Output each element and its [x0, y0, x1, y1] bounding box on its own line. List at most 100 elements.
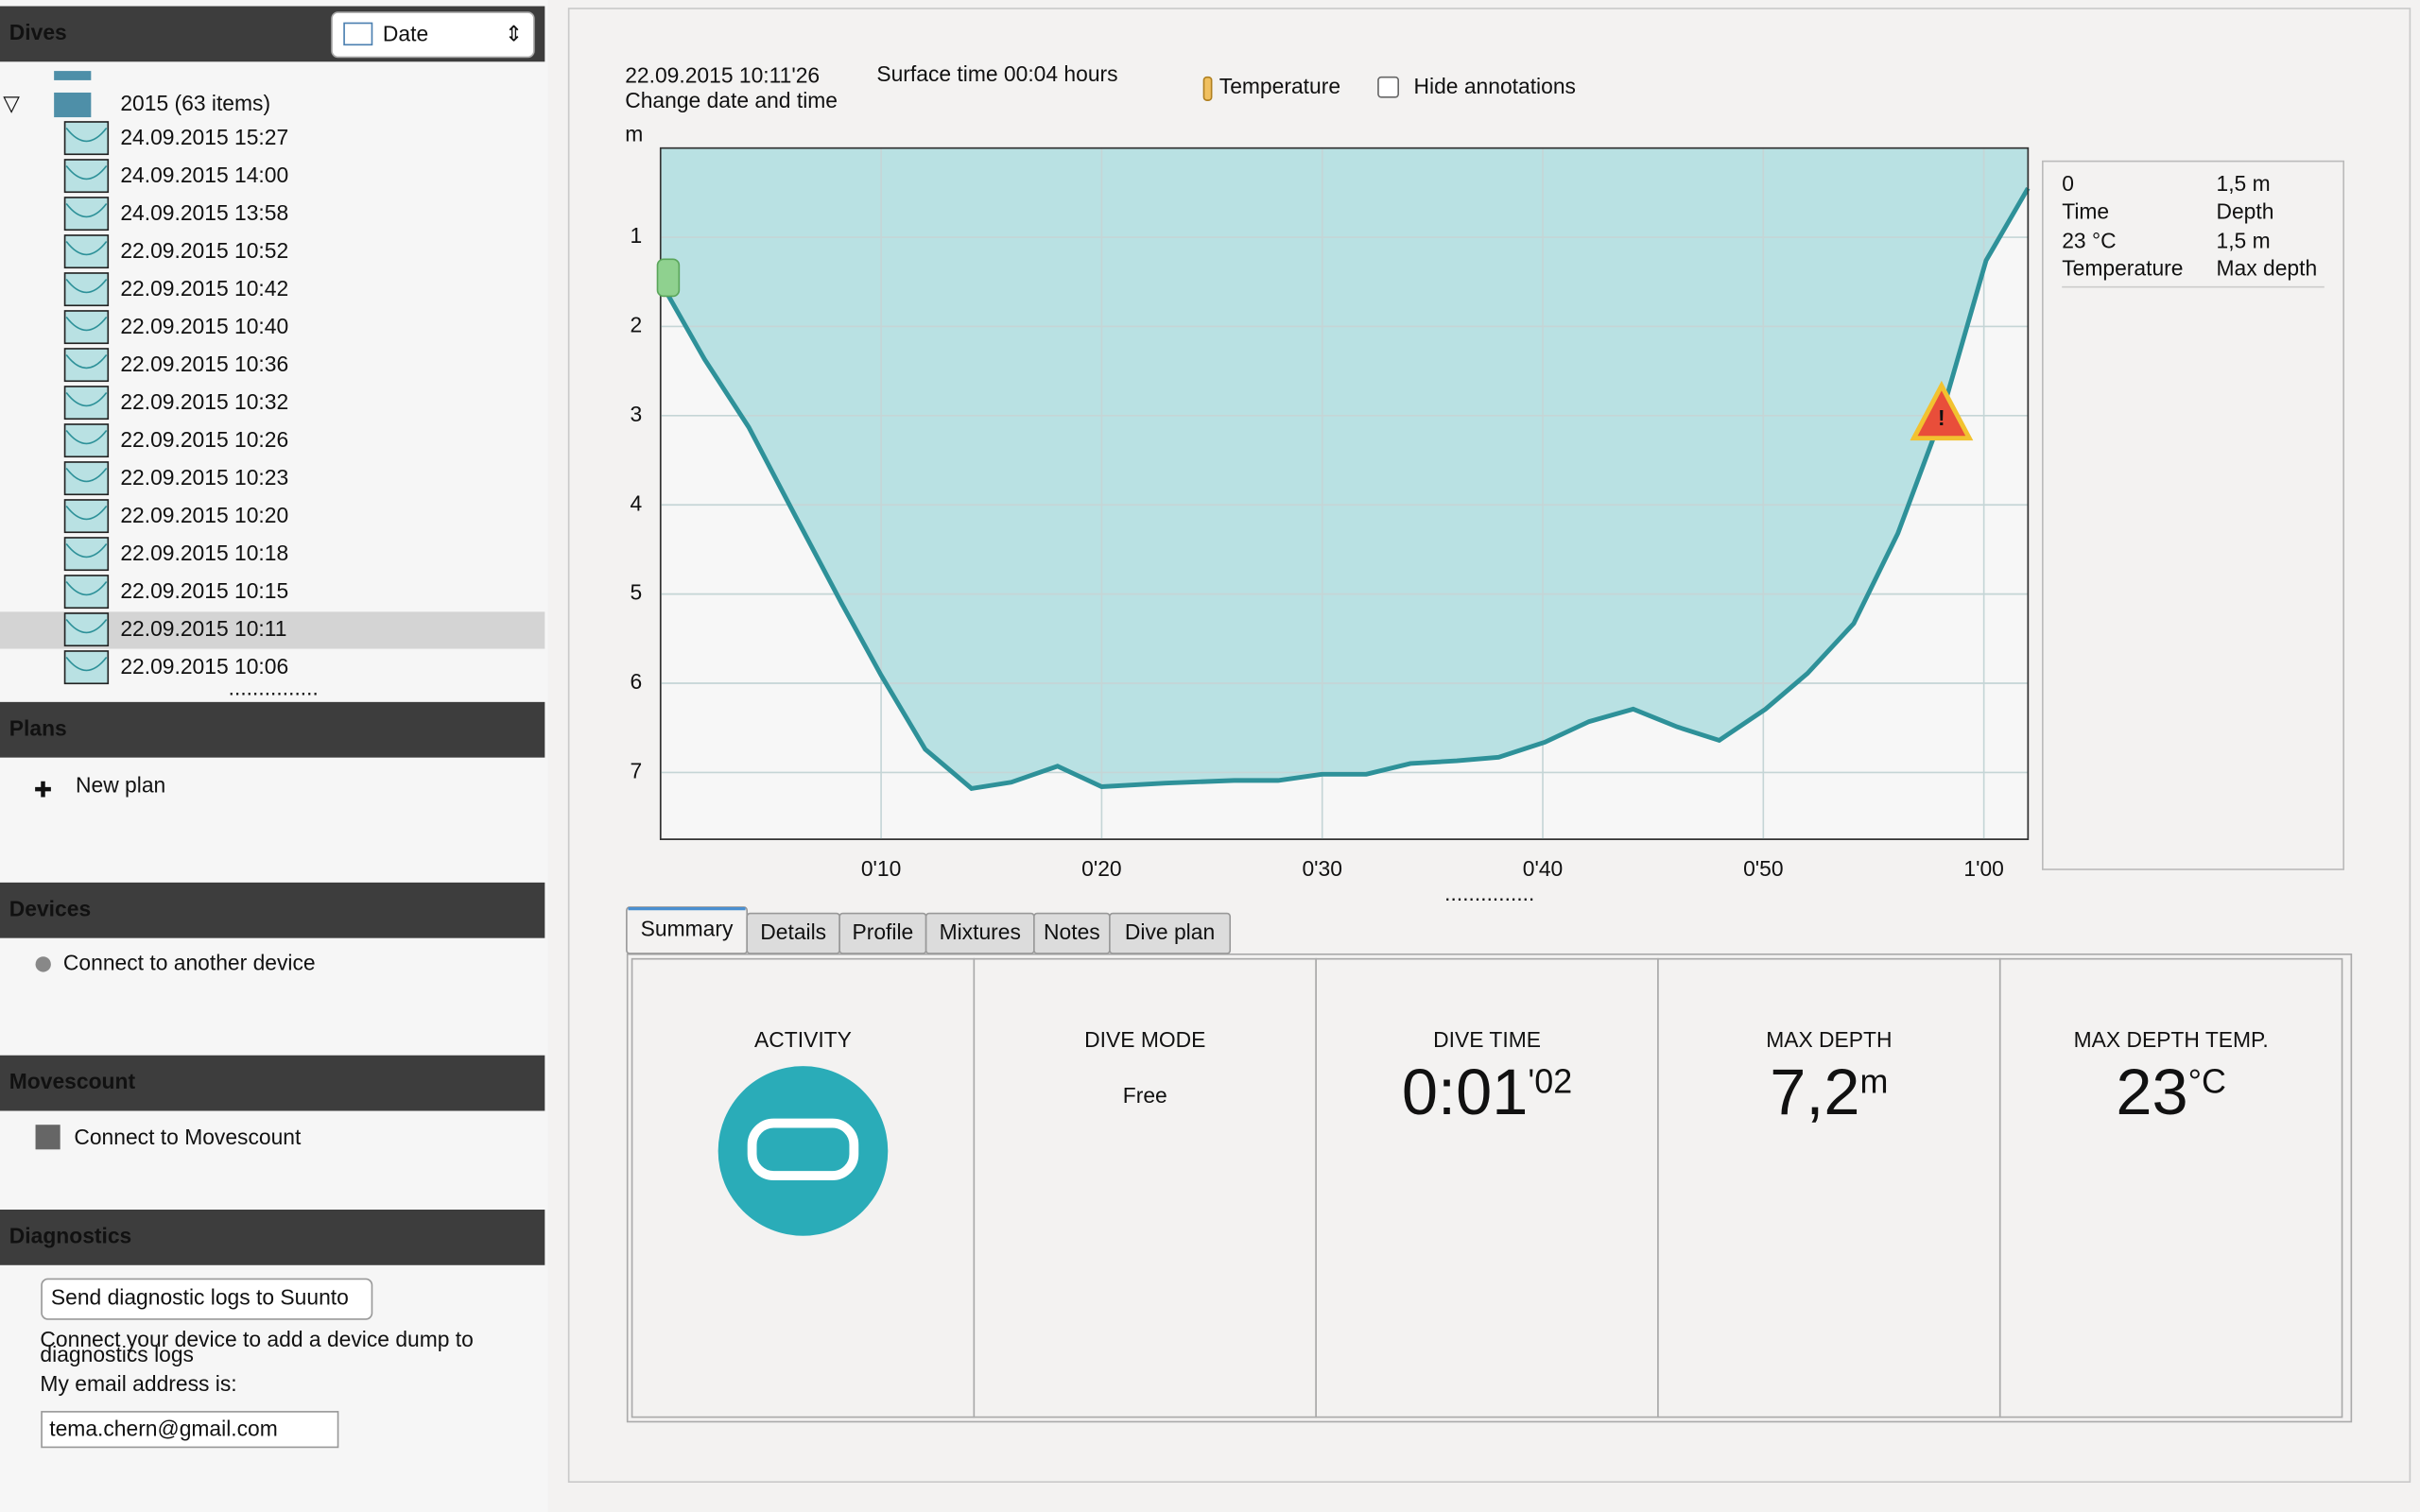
dive-thumb-line: [65, 165, 108, 180]
summary-card: [973, 957, 1317, 1418]
section-header: [0, 882, 545, 938]
dive-date[interactable]: 22.09.2015 10:11'26: [625, 63, 820, 88]
value-number: 0:01: [1402, 1056, 1528, 1128]
dive-item[interactable]: 22.09.2015 10:52: [120, 238, 288, 263]
dive-item[interactable]: 24.09.2015 14:00: [120, 163, 288, 187]
email-input[interactable]: [41, 1411, 339, 1449]
dive-item[interactable]: 22.09.2015 10:36: [120, 352, 288, 376]
y-axis-label: m: [625, 122, 643, 146]
dive-thumb-line: [65, 128, 108, 143]
y-tick-label: 5: [630, 580, 642, 605]
x-tick-label: 0'30: [1302, 856, 1341, 881]
dive-thumb: [63, 159, 110, 194]
tab[interactable]: [1109, 912, 1232, 954]
temperature-toggle[interactable]: Temperature: [1219, 74, 1340, 98]
value-number: 7,2: [1770, 1056, 1859, 1128]
email-value[interactable]: tema.chern@gmail.com: [49, 1417, 278, 1441]
checkbox[interactable]: [1377, 76, 1399, 98]
dive-item[interactable]: 22.09.2015 10:20: [120, 503, 288, 527]
plan-link[interactable]: New plan: [76, 773, 165, 798]
dive-item[interactable]: 22.09.2015 10:11: [120, 616, 286, 641]
dive-thumb-line: [65, 279, 108, 294]
section-title: Movescount: [9, 1069, 136, 1093]
device-icon: [35, 956, 51, 972]
readout-label: Temperature: [2062, 256, 2183, 281]
y-tick-label: 4: [630, 490, 642, 515]
dive-item[interactable]: 22.09.2015 10:06: [120, 654, 288, 679]
card-title: DIVE MODE: [1084, 1027, 1205, 1052]
dive-thumb-line: [65, 354, 108, 369]
readout-value: 0: [2062, 171, 2074, 196]
splitter: ∙∙∙∙∙∙∙∙∙∙∙∙∙∙∙: [1444, 885, 1534, 910]
depth-line: [658, 186, 2031, 791]
dive-item[interactable]: 22.09.2015 10:32: [120, 389, 288, 414]
movescount-icon: [35, 1125, 60, 1150]
section-title: Diagnostics: [9, 1223, 131, 1247]
value-unit: °C: [2188, 1062, 2226, 1101]
x-tick-label: 0'10: [861, 856, 901, 881]
hide-annotations[interactable]: Hide annotations: [1414, 74, 1576, 98]
x-tick-label: 0'50: [1743, 856, 1783, 881]
readout-label: Max depth: [2216, 256, 2317, 281]
value-number: 23: [2116, 1056, 2187, 1128]
value-unit: m: [1860, 1062, 1889, 1101]
tree-arrow: ▽: [3, 91, 20, 115]
dive-item[interactable]: 22.09.2015 10:15: [120, 578, 288, 603]
dropdown-arrows: ⇕: [505, 22, 523, 46]
year-node[interactable]: 2015 (63 items): [120, 91, 270, 115]
dive-thumb: [63, 612, 110, 647]
folder-icon-partial: [54, 71, 92, 80]
section-header: [0, 1210, 545, 1265]
dive-item[interactable]: 22.09.2015 10:40: [120, 314, 288, 338]
dive-thumb-line: [65, 203, 108, 218]
summary-card: [1315, 957, 1659, 1418]
dive-item[interactable]: 24.09.2015 13:58: [120, 200, 288, 225]
tab-label[interactable]: Dive plan: [1125, 919, 1215, 944]
dive-thumb: [63, 197, 110, 232]
dive-item[interactable]: 24.09.2015 15:27: [120, 125, 288, 149]
button[interactable]: [41, 1278, 373, 1320]
dive-thumb: [63, 650, 110, 685]
dive-thumb-line: [65, 619, 108, 634]
dive-thumb-line: [65, 543, 108, 558]
sort-value[interactable]: Date: [383, 22, 428, 46]
sort-dropdown[interactable]: [331, 11, 535, 59]
activity-icon: [717, 1066, 889, 1236]
folder-icon: [54, 92, 92, 118]
section-title: Devices: [9, 896, 91, 920]
device-link[interactable]: Connect to another device: [63, 950, 316, 974]
dive-item[interactable]: 22.09.2015 10:42: [120, 276, 288, 301]
section-header: [0, 1055, 545, 1111]
change-date-link[interactable]: Change date and time: [625, 88, 838, 112]
dive-thumb: [63, 310, 110, 345]
card-value: 7,2m: [1770, 1056, 1888, 1128]
x-tick-label: 0'20: [1081, 856, 1121, 881]
card-value: Free: [1123, 1083, 1167, 1108]
value-unit: '02: [1528, 1062, 1572, 1101]
tab-label[interactable]: Notes: [1044, 919, 1100, 944]
dive-item[interactable]: 22.09.2015 10:26: [120, 427, 288, 452]
dive-thumb-line: [65, 581, 108, 596]
tab-label[interactable]: Details: [760, 919, 826, 944]
movescount-link[interactable]: Connect to Movescount: [74, 1125, 302, 1149]
dive-thumb: [63, 423, 110, 458]
y-tick-label: 3: [630, 402, 642, 426]
button-label[interactable]: Send diagnostic logs to Suunto: [51, 1285, 349, 1310]
dive-thumb-line: [65, 430, 108, 445]
readout-panel: [2042, 160, 2344, 870]
tab-label[interactable]: Summary: [641, 917, 734, 941]
dive-thumb: [63, 461, 110, 496]
tab-label[interactable]: Profile: [853, 919, 914, 944]
warning-mark: !: [1938, 405, 1945, 430]
warning-marker: [1910, 380, 1974, 441]
dive-thumb-line: [65, 468, 108, 483]
dive-thumb: [63, 499, 110, 534]
surface-time: Surface time 00:04 hours: [876, 61, 1117, 86]
dive-thumb: [63, 537, 110, 572]
tab-label[interactable]: Mixtures: [940, 919, 1021, 944]
dive-item[interactable]: 22.09.2015 10:18: [120, 541, 288, 565]
plus-icon: ✚: [34, 778, 52, 802]
card-title: ACTIVITY: [754, 1027, 852, 1052]
dive-item[interactable]: 22.09.2015 10:23: [120, 465, 288, 490]
